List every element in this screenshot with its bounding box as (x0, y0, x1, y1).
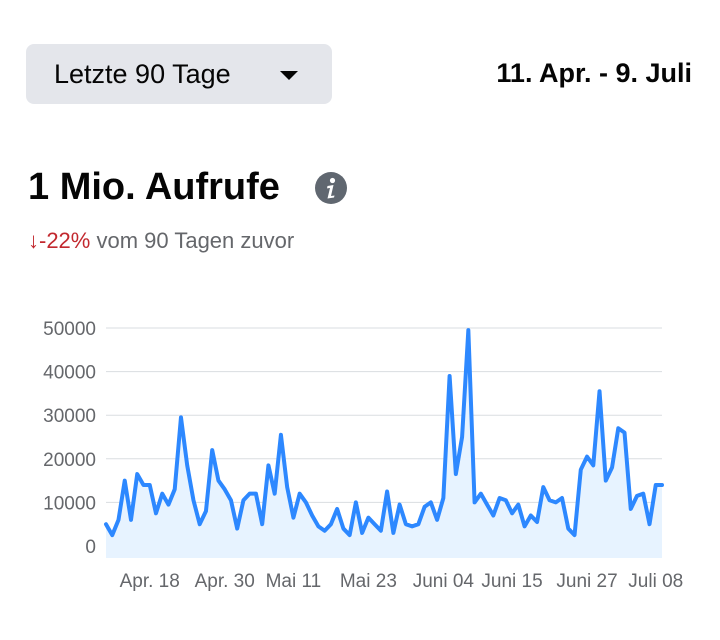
metric-title: 1 Mio. Aufrufe (28, 166, 280, 208)
date-range-dropdown-label: Letzte 90 Tage (54, 58, 231, 89)
x-tick-label: Juni 04 (413, 571, 475, 592)
y-tick-label: 20000 (43, 450, 96, 471)
y-tick-label: 50000 (43, 319, 96, 340)
chart-line-layer (104, 328, 664, 538)
x-tick-label: Juni 15 (481, 571, 542, 592)
change-suffix: vom 90 Tagen zuvor (90, 228, 295, 253)
x-tick-label: Juli 08 (628, 571, 683, 592)
chart-x-tick-labels: Apr. 18 Apr. 30 Mai 11 Mai 23 Juni 04 Juni 15… (120, 571, 684, 592)
chart-y-tick-labels: 0 10000 20000 30000 40000 50000 (43, 319, 96, 558)
caret-down-icon (280, 71, 298, 80)
date-range-dropdown[interactable]: Letzte 90 Tage (26, 44, 332, 104)
y-tick-label: 10000 (43, 493, 96, 514)
series-line (104, 328, 664, 538)
views-chart: 0 10000 20000 30000 40000 50000 Apr. 18 Apr. 3… (43, 319, 684, 592)
y-tick-label: 30000 (43, 406, 96, 427)
y-tick-label: 40000 (43, 363, 96, 384)
y-tick-label: 0 (85, 537, 96, 558)
x-tick-label: Apr. 30 (195, 571, 255, 592)
x-tick-label: Apr. 18 (120, 571, 180, 592)
change-comparison: ↓-22% vom 90 Tagen zuvor (28, 228, 294, 254)
x-tick-label: Juni 27 (556, 571, 617, 592)
x-tick-label: Mai 11 (266, 571, 322, 592)
info-icon[interactable] (314, 171, 348, 205)
date-range-text: 11. Apr. - 9. Juli (496, 58, 692, 88)
change-value: ↓-22% (28, 228, 91, 253)
x-tick-label: Mai 23 (340, 571, 397, 592)
